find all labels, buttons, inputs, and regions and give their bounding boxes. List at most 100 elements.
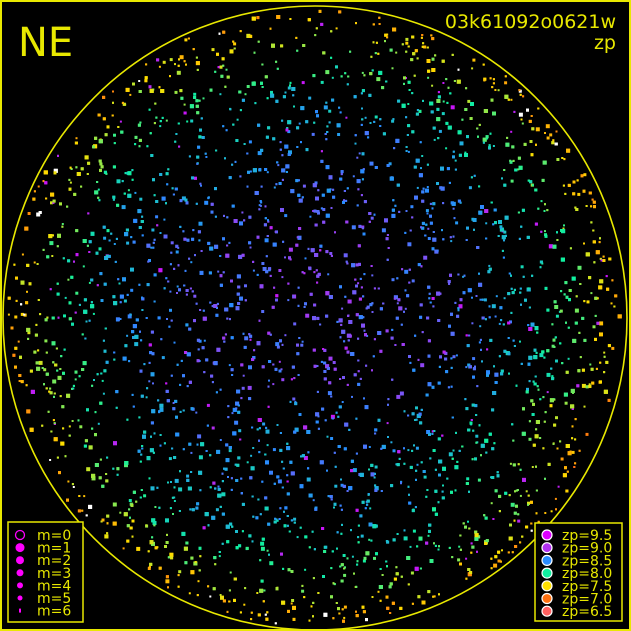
star-point [209, 301, 212, 304]
star-point [180, 359, 183, 362]
star-point [317, 415, 320, 418]
star-point [574, 462, 577, 465]
star-point [291, 87, 296, 91]
star-point [544, 230, 546, 233]
star-point [419, 567, 422, 570]
star-point [484, 318, 487, 321]
star-point [248, 365, 252, 370]
star-point [495, 295, 498, 298]
star-point [405, 41, 409, 45]
star-point [252, 447, 255, 449]
star-point [192, 229, 195, 232]
star-point [221, 480, 224, 483]
star-point [248, 333, 251, 336]
star-point [81, 333, 84, 336]
star-point [431, 247, 435, 251]
star-point [490, 567, 493, 570]
star-point [219, 255, 222, 257]
star-point [430, 110, 434, 114]
star-point [500, 372, 504, 376]
star-point [173, 456, 177, 459]
star-point [167, 586, 169, 589]
star-point [362, 316, 365, 319]
star-point [494, 372, 499, 377]
star-point [179, 225, 182, 228]
star-point [522, 95, 525, 98]
star-point [99, 272, 103, 276]
star-point [273, 482, 276, 485]
star-point [507, 98, 510, 101]
star-point [494, 89, 497, 91]
star-point [403, 462, 406, 465]
star-point [470, 102, 474, 106]
star-point [97, 113, 101, 117]
star-point [238, 90, 242, 94]
star-point [498, 355, 501, 358]
star-point [432, 305, 435, 308]
star-point [314, 181, 318, 185]
star-point [332, 188, 335, 191]
star-point [497, 89, 500, 92]
star-point [226, 540, 230, 544]
star-point [73, 192, 77, 196]
star-point [473, 228, 475, 231]
star-point [250, 466, 255, 471]
star-point [7, 296, 11, 300]
star-point [425, 393, 429, 397]
star-point [277, 164, 280, 167]
star-point [88, 281, 91, 284]
star-point [269, 470, 273, 475]
star-point [82, 239, 87, 243]
star-point [320, 80, 324, 84]
star-point [483, 298, 487, 302]
star-point [526, 287, 531, 292]
star-point [517, 168, 520, 171]
star-point [349, 50, 352, 53]
star-point [285, 171, 288, 173]
star-point [605, 275, 608, 278]
star-point [219, 65, 223, 69]
star-point [498, 322, 501, 325]
star-point [357, 541, 360, 544]
star-point [292, 397, 296, 401]
star-point [540, 200, 543, 203]
star-point [434, 468, 437, 471]
star-point [391, 119, 395, 123]
star-point [334, 465, 337, 468]
star-point [196, 594, 199, 597]
star-point [510, 130, 513, 133]
star-point [491, 86, 494, 89]
star-point [348, 486, 353, 491]
star-point [421, 221, 425, 225]
star-point [26, 409, 31, 414]
star-point [81, 368, 85, 371]
star-point [507, 337, 510, 339]
star-point [345, 254, 348, 257]
star-point [78, 375, 81, 378]
star-point [35, 361, 39, 365]
star-point [116, 473, 119, 476]
star-point [112, 521, 117, 526]
star-point [407, 45, 410, 48]
star-point [295, 243, 299, 247]
star-point [115, 237, 118, 240]
star-point [431, 430, 434, 433]
star-point [433, 430, 436, 432]
star-point [454, 301, 457, 304]
star-point [481, 298, 484, 301]
star-point [379, 349, 383, 353]
star-point [264, 217, 267, 220]
star-point [17, 340, 20, 343]
star-point [535, 127, 540, 132]
star-point [372, 355, 375, 358]
star-point [320, 360, 323, 363]
star-point [290, 570, 294, 573]
star-point [355, 284, 358, 288]
star-point [48, 234, 53, 239]
star-point [310, 605, 313, 608]
star-point [221, 492, 226, 497]
star-point [376, 77, 381, 82]
star-point [258, 319, 261, 322]
star-point [198, 546, 202, 550]
star-point [203, 339, 206, 342]
